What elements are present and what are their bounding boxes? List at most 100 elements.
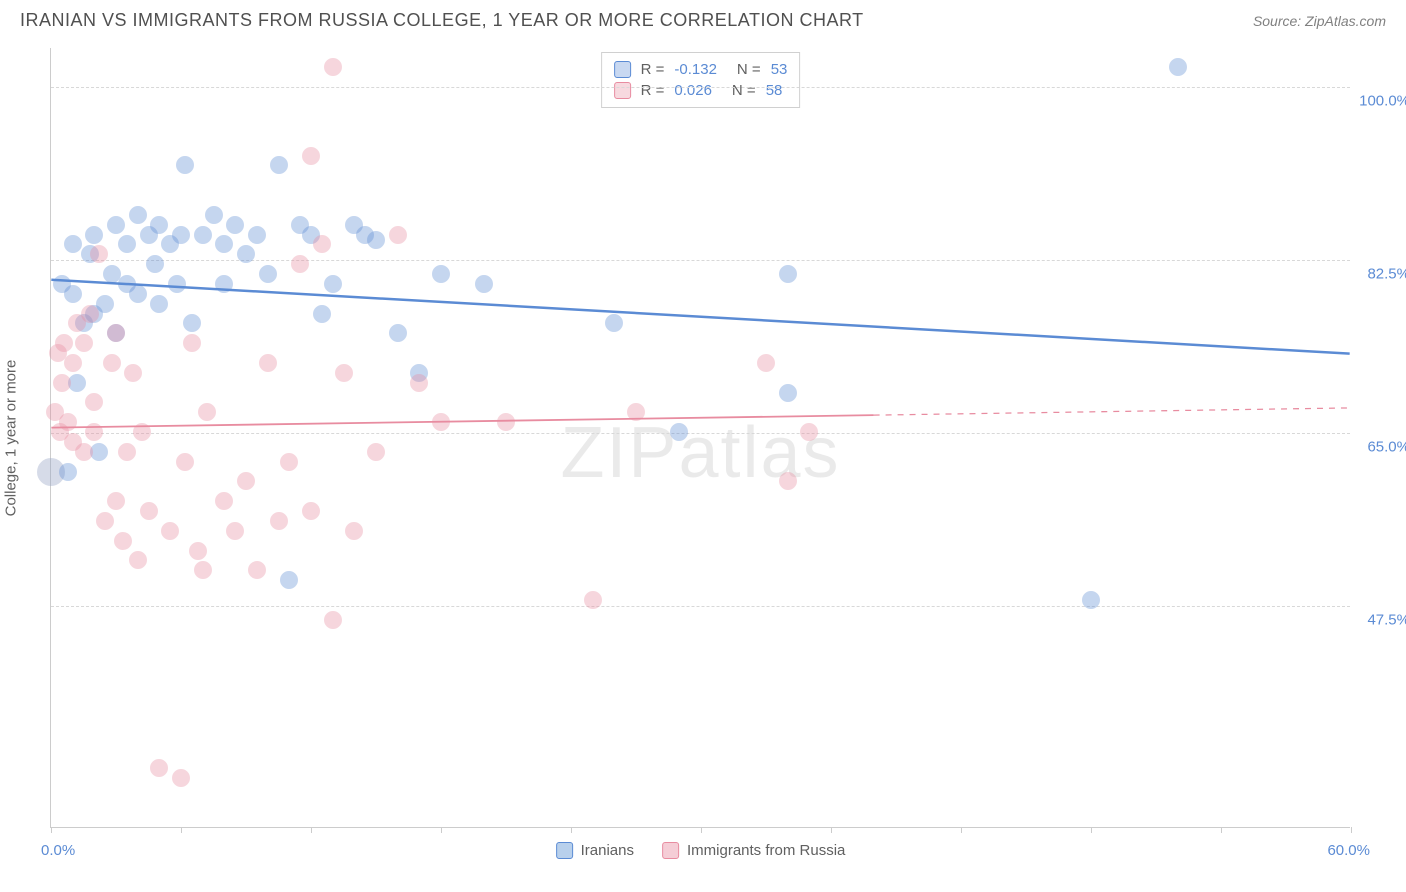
data-point xyxy=(107,216,125,234)
data-point xyxy=(367,443,385,461)
data-point xyxy=(59,463,77,481)
data-point xyxy=(280,571,298,589)
y-tick-label: 65.0% xyxy=(1355,439,1406,456)
data-point xyxy=(75,443,93,461)
data-point xyxy=(237,245,255,263)
chart-source: Source: ZipAtlas.com xyxy=(1253,13,1386,29)
chart-title: IRANIAN VS IMMIGRANTS FROM RUSSIA COLLEG… xyxy=(20,10,864,31)
data-point xyxy=(183,314,201,332)
data-point xyxy=(313,235,331,253)
data-point xyxy=(313,305,331,323)
data-point xyxy=(64,235,82,253)
data-point xyxy=(189,542,207,560)
x-max-label: 60.0% xyxy=(1327,842,1370,859)
data-point xyxy=(302,147,320,165)
data-point xyxy=(432,265,450,283)
data-point xyxy=(107,492,125,510)
data-point xyxy=(215,235,233,253)
data-point xyxy=(176,453,194,471)
data-point xyxy=(85,423,103,441)
data-point xyxy=(64,285,82,303)
data-point xyxy=(85,226,103,244)
data-point xyxy=(584,591,602,609)
data-point xyxy=(194,226,212,244)
data-point xyxy=(248,561,266,579)
data-point xyxy=(55,334,73,352)
data-point xyxy=(150,295,168,313)
data-point xyxy=(107,324,125,342)
legend-item: Iranians xyxy=(556,842,634,859)
data-point xyxy=(75,334,93,352)
x-tick xyxy=(51,827,52,833)
x-tick xyxy=(1221,827,1222,833)
x-tick xyxy=(1091,827,1092,833)
data-point xyxy=(270,156,288,174)
data-point xyxy=(172,769,190,787)
x-tick xyxy=(441,827,442,833)
correlation-legend: R = -0.132 N = 53 R = 0.026 N = 58 xyxy=(601,52,801,108)
data-point xyxy=(410,374,428,392)
data-point xyxy=(389,226,407,244)
x-tick xyxy=(961,827,962,833)
data-point xyxy=(248,226,266,244)
data-point xyxy=(96,512,114,530)
data-point xyxy=(129,551,147,569)
legend-item: Immigrants from Russia xyxy=(662,842,845,859)
data-point xyxy=(1082,591,1100,609)
data-point xyxy=(124,364,142,382)
data-point xyxy=(280,453,298,471)
data-point xyxy=(103,354,121,372)
data-point xyxy=(757,354,775,372)
data-point xyxy=(85,393,103,411)
data-point xyxy=(140,502,158,520)
data-point xyxy=(226,522,244,540)
data-point xyxy=(605,314,623,332)
x-min-label: 0.0% xyxy=(41,842,75,859)
data-point xyxy=(779,265,797,283)
data-point xyxy=(114,532,132,550)
x-tick xyxy=(181,827,182,833)
data-point xyxy=(497,413,515,431)
data-point xyxy=(81,305,99,323)
data-point xyxy=(118,443,136,461)
scatter-chart: College, 1 year or more ZIPatlas R = -0.… xyxy=(50,48,1350,828)
data-point xyxy=(335,364,353,382)
data-point xyxy=(670,423,688,441)
legend-row: R = 0.026 N = 58 xyxy=(614,80,788,101)
data-point xyxy=(627,403,645,421)
y-tick-label: 82.5% xyxy=(1355,266,1406,283)
data-point xyxy=(291,255,309,273)
data-point xyxy=(237,472,255,490)
data-point xyxy=(345,522,363,540)
data-point xyxy=(53,374,71,392)
x-tick xyxy=(1351,827,1352,833)
data-point xyxy=(367,231,385,249)
data-point xyxy=(1169,58,1187,76)
data-point xyxy=(205,206,223,224)
data-point xyxy=(146,255,164,273)
data-point xyxy=(324,611,342,629)
data-point xyxy=(389,324,407,342)
data-point xyxy=(133,423,151,441)
data-point xyxy=(198,403,216,421)
data-point xyxy=(302,502,320,520)
y-tick-label: 100.0% xyxy=(1355,93,1406,110)
data-point xyxy=(150,216,168,234)
data-point xyxy=(90,245,108,263)
y-tick-label: 47.5% xyxy=(1355,611,1406,628)
series-legend: Iranians Immigrants from Russia xyxy=(556,842,846,859)
data-point xyxy=(59,413,77,431)
data-point xyxy=(176,156,194,174)
gridline xyxy=(51,87,1350,88)
data-point xyxy=(475,275,493,293)
data-point xyxy=(161,522,179,540)
x-tick xyxy=(311,827,312,833)
data-point xyxy=(800,423,818,441)
data-point xyxy=(270,512,288,530)
gridline xyxy=(51,606,1350,607)
data-point xyxy=(64,354,82,372)
x-tick xyxy=(571,827,572,833)
x-tick xyxy=(701,827,702,833)
data-point xyxy=(168,275,186,293)
y-axis-label: College, 1 year or more xyxy=(3,359,20,516)
